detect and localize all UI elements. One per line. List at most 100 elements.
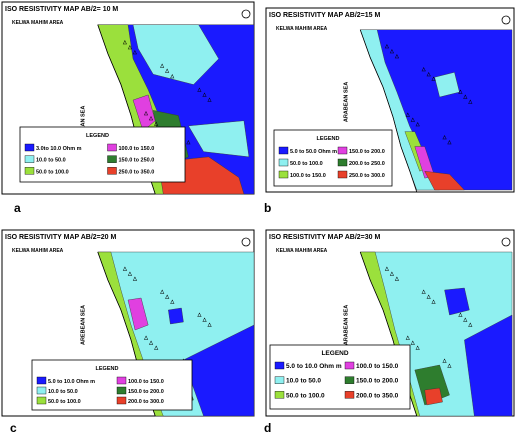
sea-label: AREBEAN SEA — [81, 305, 87, 345]
map-panel: △△△△△△△△△△△△△△ISO RESISTIVITY MAP AB/2= … — [2, 2, 254, 194]
legend-label: 10.0 to 50.0 — [286, 378, 321, 385]
station-marker: △ — [405, 112, 410, 118]
station-marker: △ — [442, 135, 447, 141]
legend-swatch — [25, 167, 34, 174]
station-marker: △ — [148, 340, 153, 346]
legend-label: 5.0 to 10.0 Ohm m — [286, 363, 342, 370]
station-marker: △ — [405, 335, 410, 341]
area-label: KELWA MAHIM AREA — [276, 26, 328, 32]
legend-label: 50.0 to 100.0 — [48, 399, 81, 405]
station-marker: △ — [202, 92, 207, 98]
area-label: KELWA MAHIM AREA — [12, 20, 64, 26]
station-marker: △ — [207, 322, 212, 328]
station-marker: △ — [415, 345, 420, 351]
station-marker: △ — [153, 121, 158, 127]
station-marker: △ — [410, 340, 415, 346]
station-marker: △ — [467, 322, 472, 328]
legend-label: 150.0 to 200.0 — [356, 378, 399, 385]
legend-swatch — [338, 147, 347, 154]
station-marker: △ — [164, 294, 169, 300]
station-marker: △ — [384, 266, 389, 272]
station-marker: △ — [442, 358, 447, 364]
station-marker: △ — [426, 294, 431, 300]
legend-label: 100.0 to 150.0 — [128, 379, 164, 385]
station-marker: △ — [462, 317, 467, 323]
station-marker: △ — [143, 110, 148, 116]
legend-label: 5.0 to 50.0 Ohm m — [290, 149, 337, 155]
legend-label: 3.0to 10.0 Ohm m — [36, 146, 82, 152]
map-panel: △△△△△△△△△△△△△△ISO RESISTIVITY MAP AB/2=3… — [266, 230, 514, 416]
map-title: ISO RESISTIVITY MAP AB/2= 10 M — [5, 6, 118, 13]
station-marker: △ — [197, 312, 202, 318]
station-marker: △ — [169, 299, 174, 305]
station-marker: △ — [132, 276, 137, 282]
legend-label: 50.0 to 100.0 — [286, 392, 325, 399]
legend-swatch — [25, 156, 34, 163]
station-marker: △ — [127, 271, 132, 277]
station-marker: △ — [384, 44, 389, 50]
station-marker: △ — [122, 39, 127, 45]
legend-label: 250.0 to 350.0 — [119, 169, 155, 175]
station-marker: △ — [153, 345, 158, 351]
station-marker: △ — [457, 89, 462, 95]
sea-label: ARABEAN SEA — [343, 305, 349, 345]
legend-swatch — [108, 144, 117, 151]
legend: LEGEND 5.0 to 50.0 Ohm m 150.0 to 200.0 50.… — [274, 130, 392, 186]
legend-label: 250.0 to 300.0 — [349, 173, 385, 179]
legend-swatch — [338, 171, 347, 178]
station-marker: △ — [421, 289, 426, 295]
legend-swatch — [275, 362, 284, 369]
legend-label: 100.0 to 150.0 — [356, 363, 399, 370]
station-marker: △ — [122, 266, 127, 272]
station-marker: △ — [127, 44, 132, 50]
station-marker: △ — [202, 317, 207, 323]
station-marker: △ — [462, 94, 467, 100]
legend-title: LEGEND — [96, 366, 119, 372]
station-marker: △ — [164, 68, 169, 74]
map-panel: △△△△△△△△△△△△△△ISO RESISTIVITY MAP AB/2=1… — [266, 8, 514, 192]
legend-label: 100.0 to 150.0 — [290, 173, 326, 179]
station-marker: △ — [197, 87, 202, 93]
legend-title: LEGEND — [317, 136, 340, 142]
legend-label: 50.0 to 100.0 — [290, 161, 323, 167]
legend-swatch — [117, 377, 126, 384]
legend-swatch — [25, 144, 34, 151]
legend-swatch — [108, 167, 117, 174]
legend-label: 150.0 to 200.0 — [349, 149, 385, 155]
legend-label: 200.0 to 300.0 — [128, 399, 164, 405]
station-marker: △ — [389, 271, 394, 277]
station-marker: △ — [148, 116, 153, 122]
station-marker: △ — [394, 276, 399, 282]
station-marker: △ — [132, 50, 137, 56]
legend-swatch — [338, 159, 347, 166]
station-marker: △ — [410, 117, 415, 123]
legend-label: 200.0 to 350.0 — [356, 392, 399, 399]
legend-swatch — [345, 377, 354, 384]
station-marker: △ — [421, 66, 426, 72]
legend-swatch — [117, 397, 126, 404]
legend-label: 200.0 to 250.0 — [349, 161, 385, 167]
legend-title: LEGEND — [321, 350, 348, 357]
map-title: ISO RESISTIVITY MAP AB/2=30 M — [269, 234, 380, 241]
legend-swatch — [37, 397, 46, 404]
legend-label: 50.0 to 100.0 — [36, 169, 69, 175]
legend-swatch — [117, 387, 126, 394]
legend-swatch — [345, 391, 354, 398]
station-marker: △ — [415, 122, 420, 128]
map-title: ISO RESISTIVITY MAP AB/2=20 M — [5, 234, 116, 241]
legend-label: 150.0 to 250.0 — [119, 158, 155, 164]
station-marker: △ — [431, 76, 436, 82]
legend-swatch — [275, 391, 284, 398]
legend-label: 100.0 to 150.0 — [119, 146, 155, 152]
station-marker: △ — [447, 363, 452, 369]
station-marker: △ — [207, 97, 212, 103]
legend-title: LEGEND — [86, 133, 109, 139]
figure: △△△△△△△△△△△△△△ISO RESISTIVITY MAP AB/2= … — [0, 0, 517, 436]
map-title: ISO RESISTIVITY MAP AB/2=15 M — [269, 12, 380, 19]
station-marker: △ — [447, 140, 452, 146]
resistivity-zone — [425, 388, 443, 405]
panel-label: d — [264, 421, 271, 435]
legend-swatch — [108, 156, 117, 163]
station-marker: △ — [159, 289, 164, 295]
